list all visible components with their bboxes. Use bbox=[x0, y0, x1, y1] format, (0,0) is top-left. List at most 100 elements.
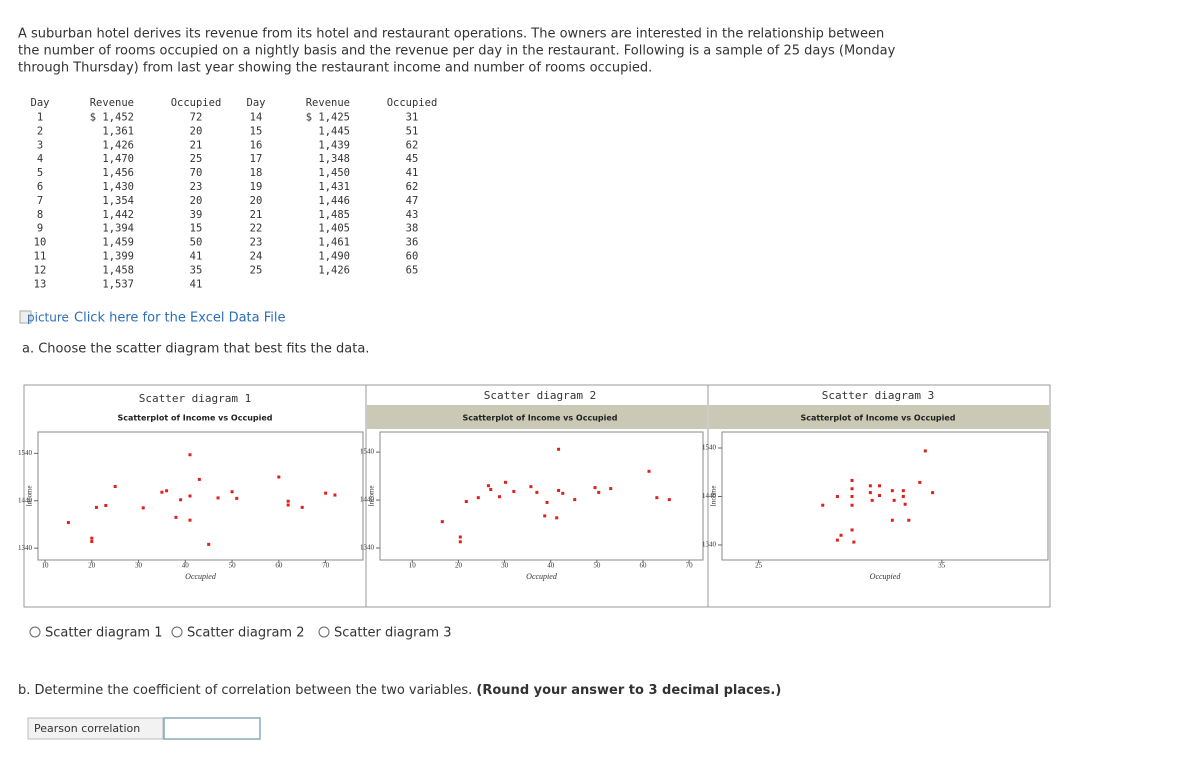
table-cell: 1,470 bbox=[102, 153, 134, 165]
excel-link[interactable]: Click here for the Excel Data File bbox=[74, 311, 286, 326]
question-b-note: (Round your answer to 3 decimal places.) bbox=[476, 683, 781, 698]
intro: A suburban hotel derives its revenue fro… bbox=[18, 27, 896, 76]
table-cell: 23 bbox=[190, 181, 203, 193]
table-cell: 20 bbox=[250, 195, 263, 207]
table-header: Occupied bbox=[387, 97, 438, 109]
point bbox=[870, 498, 874, 502]
chart-title: Scatterplot of Income vs Occupied bbox=[462, 414, 617, 423]
point bbox=[188, 453, 192, 457]
x-tick-label: 40 bbox=[547, 562, 555, 570]
table-cell: 1,446 bbox=[318, 195, 350, 207]
table-cell: 65 bbox=[406, 264, 419, 276]
point bbox=[90, 540, 94, 544]
point bbox=[66, 521, 70, 525]
point bbox=[850, 503, 854, 507]
table-cell: 13 bbox=[34, 278, 47, 290]
point bbox=[561, 491, 565, 495]
point bbox=[545, 500, 549, 504]
point bbox=[504, 480, 508, 484]
panel-header: Scatter diagram 1 bbox=[139, 392, 252, 405]
table-cell: 38 bbox=[406, 223, 419, 235]
radio[interactable] bbox=[29, 626, 41, 638]
plot-frame bbox=[721, 431, 1049, 561]
question-b: b. Determine the coefficient of correlat… bbox=[18, 683, 781, 698]
y-axis-label: Income bbox=[710, 486, 718, 507]
point bbox=[141, 506, 145, 510]
point bbox=[868, 484, 872, 488]
table-cell: 1 bbox=[37, 112, 43, 124]
table-cell: 9 bbox=[37, 223, 43, 235]
x-tick-label: 70 bbox=[686, 562, 694, 570]
table-cell: 21 bbox=[190, 139, 203, 151]
table-cell: 4 bbox=[37, 153, 43, 165]
point bbox=[324, 491, 328, 495]
point bbox=[573, 498, 577, 502]
point bbox=[901, 489, 905, 493]
point bbox=[535, 490, 539, 494]
point bbox=[835, 494, 839, 498]
table-cell: 1,485 bbox=[318, 209, 350, 221]
point bbox=[835, 538, 839, 542]
point bbox=[931, 491, 935, 495]
table-cell: 11 bbox=[34, 251, 47, 263]
point bbox=[850, 478, 854, 482]
radio[interactable] bbox=[318, 626, 330, 638]
answer-input[interactable] bbox=[163, 717, 261, 740]
chart-title: Scatterplot of Income vs Occupied bbox=[800, 414, 955, 423]
x-axis-label: Occupied bbox=[870, 572, 902, 581]
table-cell: 41 bbox=[190, 251, 203, 263]
table-cell: 1,354 bbox=[102, 195, 134, 207]
answer-label: Pearson correlation bbox=[34, 722, 140, 735]
point bbox=[597, 490, 601, 494]
table-cell: 5 bbox=[37, 167, 43, 179]
point bbox=[850, 487, 854, 491]
x-axis-label: Occupied bbox=[185, 572, 217, 581]
table-cell: 1,399 bbox=[102, 251, 134, 263]
point bbox=[489, 488, 493, 492]
point bbox=[890, 489, 894, 493]
radio[interactable] bbox=[171, 626, 183, 638]
table-cell: 8 bbox=[37, 209, 43, 221]
table-cell: 45 bbox=[406, 153, 419, 165]
point bbox=[868, 491, 872, 495]
point bbox=[647, 469, 651, 473]
point bbox=[458, 540, 462, 544]
table-cell: 62 bbox=[406, 181, 419, 193]
option-label[interactable]: Scatter diagram 2 bbox=[187, 626, 305, 641]
table-cell: 1,430 bbox=[102, 181, 134, 193]
x-tick-label: 30 bbox=[135, 562, 143, 570]
point bbox=[333, 493, 337, 497]
point bbox=[197, 477, 201, 481]
y-tick-label: 1340 bbox=[360, 544, 375, 552]
question-b-text: b. Determine the coefficient of correlat… bbox=[18, 683, 472, 698]
table-cell: 23 bbox=[250, 237, 263, 249]
y-axis-label: Income bbox=[26, 486, 34, 507]
point bbox=[903, 502, 907, 506]
table-cell: 25 bbox=[250, 264, 263, 276]
image-alt: picture bbox=[27, 311, 69, 325]
table-cell: 25 bbox=[190, 153, 203, 165]
point bbox=[476, 496, 480, 500]
table-cell: 2 bbox=[37, 125, 43, 137]
table-cell: 1,394 bbox=[102, 223, 134, 235]
panel-band bbox=[25, 405, 365, 429]
x-tick-label: 50 bbox=[229, 562, 237, 570]
plot-frame bbox=[379, 431, 704, 561]
table-cell: 1,431 bbox=[318, 181, 350, 193]
point bbox=[235, 496, 239, 500]
table-cell: 41 bbox=[406, 167, 419, 179]
table-cell: $ 1,425 bbox=[306, 112, 350, 124]
table-header: Revenue bbox=[90, 97, 134, 109]
y-tick-label: 1340 bbox=[702, 541, 717, 549]
point bbox=[188, 494, 192, 498]
option-label[interactable]: Scatter diagram 3 bbox=[334, 626, 452, 641]
option-label[interactable]: Scatter diagram 1 bbox=[45, 626, 163, 641]
y-tick-label: 1440 bbox=[18, 496, 33, 504]
table-header: Day bbox=[247, 97, 266, 109]
point bbox=[543, 514, 547, 518]
table-cell: 1,405 bbox=[318, 223, 350, 235]
table-cell: 51 bbox=[406, 125, 419, 137]
table-cell: 35 bbox=[190, 264, 203, 276]
table-cell: 1,426 bbox=[102, 139, 134, 151]
